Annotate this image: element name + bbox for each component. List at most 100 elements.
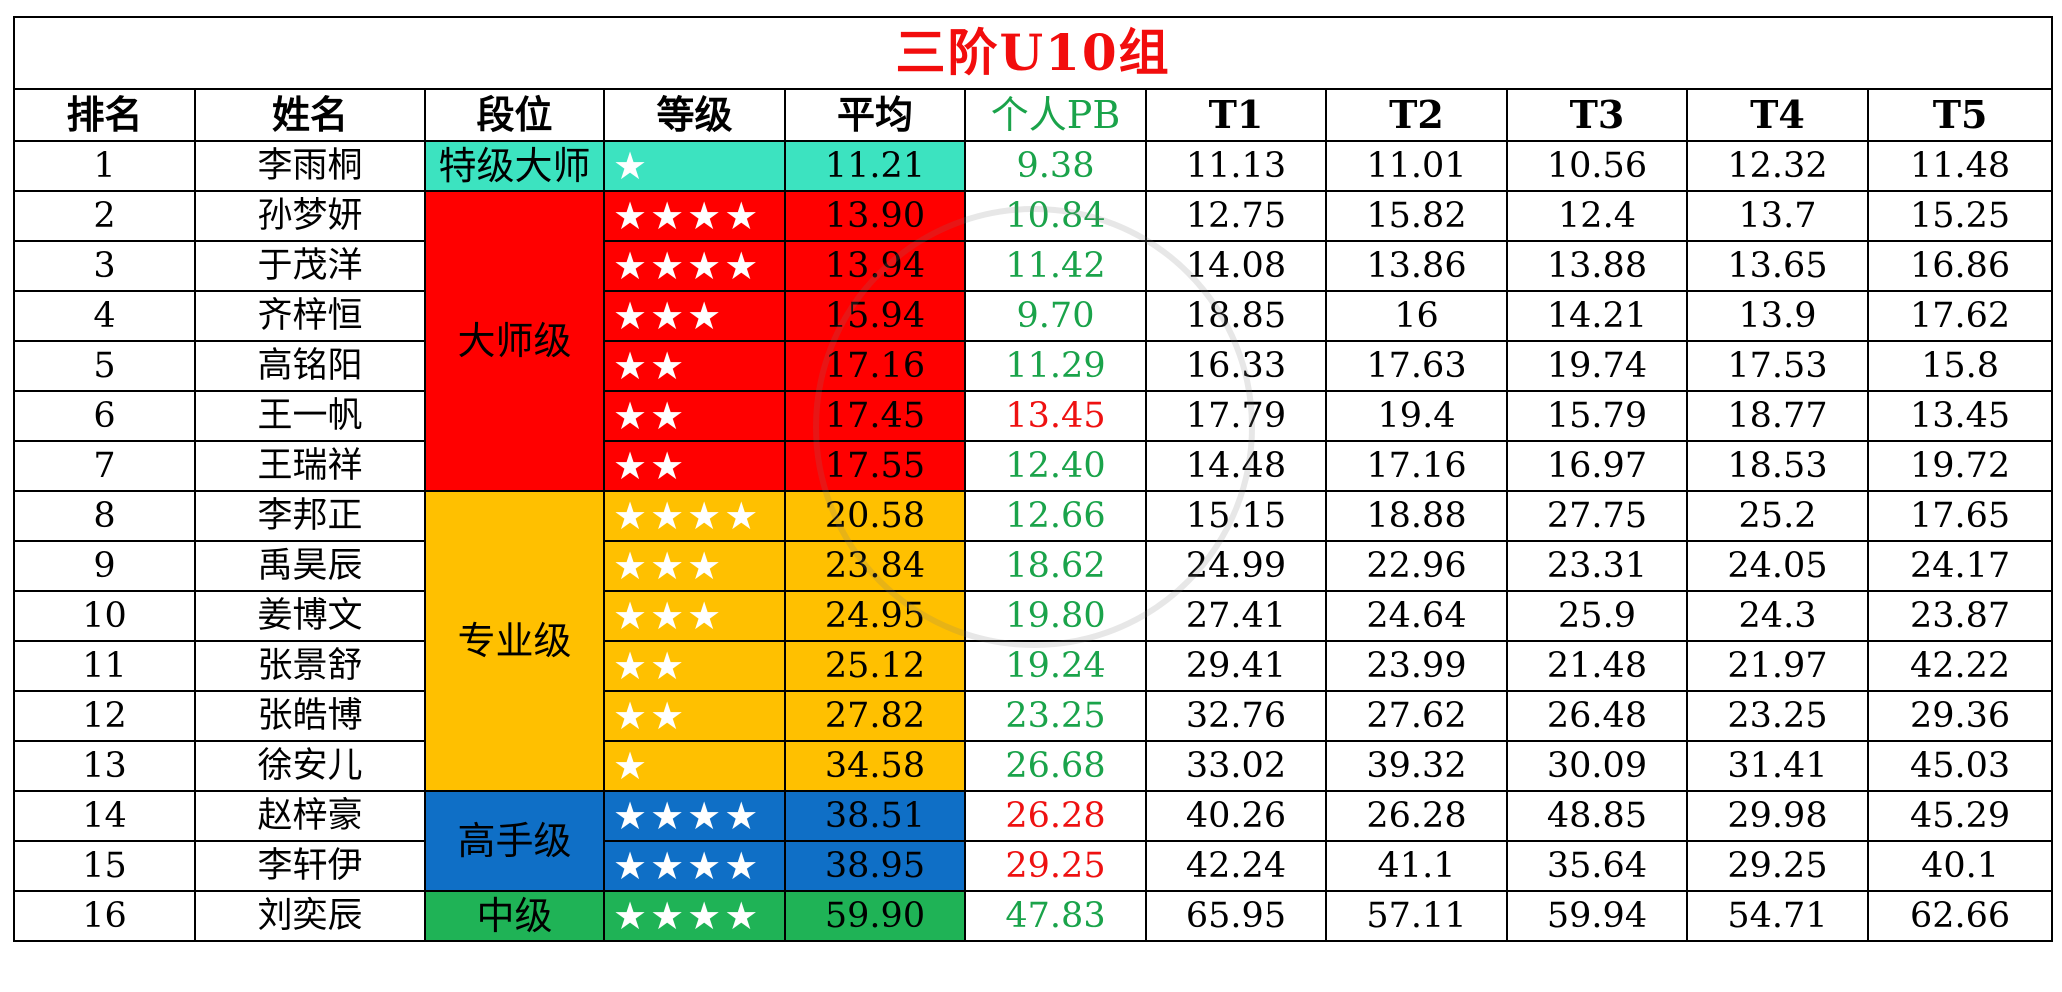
cell-t2[interactable]: 39.32 <box>1325 740 1508 792</box>
cell-t3[interactable]: 15.79 <box>1506 390 1688 442</box>
header-t1[interactable]: T1 <box>1145 88 1327 142</box>
cell-t1[interactable]: 24.99 <box>1145 540 1327 592</box>
cell-name[interactable]: 张景舒 <box>194 640 426 692</box>
cell-t3[interactable]: 10.56 <box>1506 140 1688 192</box>
cell-stars[interactable]: ★ <box>603 740 786 792</box>
cell-stars[interactable]: ★★★★ <box>603 240 786 292</box>
cell-t4[interactable]: 18.53 <box>1686 440 1869 492</box>
cell-stars[interactable]: ★★★★ <box>603 790 786 842</box>
cell-tier[interactable]: 专业级 <box>424 490 605 792</box>
cell-t1[interactable]: 15.15 <box>1145 490 1327 542</box>
cell-t3[interactable]: 23.31 <box>1506 540 1688 592</box>
cell-t1[interactable]: 18.85 <box>1145 290 1327 342</box>
cell-name[interactable]: 刘奕辰 <box>194 890 426 942</box>
cell-rank[interactable]: 7 <box>13 440 196 492</box>
cell-t5[interactable]: 45.03 <box>1866 740 2054 792</box>
cell-t2[interactable]: 26.28 <box>1325 790 1508 842</box>
cell-t4[interactable]: 13.65 <box>1686 240 1869 292</box>
cell-t2[interactable]: 17.63 <box>1325 340 1508 392</box>
cell-t1[interactable]: 65.95 <box>1145 890 1327 942</box>
cell-t3[interactable]: 12.4 <box>1506 190 1688 242</box>
header-t3[interactable]: T3 <box>1506 88 1688 142</box>
cell-average[interactable]: 23.84 <box>784 540 966 592</box>
cell-rank[interactable]: 11 <box>13 640 196 692</box>
cell-rank[interactable]: 1 <box>13 140 196 192</box>
cell-t5[interactable]: 62.66 <box>1866 890 2054 942</box>
cell-average[interactable]: 13.90 <box>784 190 966 242</box>
cell-t5[interactable]: 15.8 <box>1866 340 2054 392</box>
cell-average[interactable]: 38.51 <box>784 790 966 842</box>
cell-t4[interactable]: 54.71 <box>1686 890 1869 942</box>
cell-t3[interactable]: 13.88 <box>1506 240 1688 292</box>
cell-t3[interactable]: 21.48 <box>1506 640 1688 692</box>
cell-personal-pb[interactable]: 23.25 <box>964 690 1147 742</box>
cell-personal-pb[interactable]: 12.40 <box>964 440 1147 492</box>
cell-t2[interactable]: 24.64 <box>1325 590 1508 642</box>
cell-t5[interactable]: 17.65 <box>1866 490 2054 542</box>
cell-t3[interactable]: 25.9 <box>1506 590 1688 642</box>
cell-rank[interactable]: 6 <box>13 390 196 442</box>
cell-t5[interactable]: 15.25 <box>1866 190 2054 242</box>
cell-t4[interactable]: 24.05 <box>1686 540 1869 592</box>
cell-t5[interactable]: 16.86 <box>1866 240 2054 292</box>
cell-name[interactable]: 李邦正 <box>194 490 426 542</box>
cell-t3[interactable]: 26.48 <box>1506 690 1688 742</box>
cell-average[interactable]: 17.16 <box>784 340 966 392</box>
cell-name[interactable]: 孙梦妍 <box>194 190 426 242</box>
cell-personal-pb[interactable]: 26.68 <box>964 740 1147 792</box>
cell-rank[interactable]: 16 <box>13 890 196 942</box>
cell-personal-pb[interactable]: 19.80 <box>964 590 1147 642</box>
cell-t5[interactable]: 42.22 <box>1866 640 2054 692</box>
header-rank[interactable]: 排名 <box>13 88 196 142</box>
cell-name[interactable]: 赵梓豪 <box>194 790 426 842</box>
cell-t5[interactable]: 24.17 <box>1866 540 2054 592</box>
cell-average[interactable]: 24.95 <box>784 590 966 642</box>
cell-stars[interactable]: ★★★★ <box>603 890 786 942</box>
cell-t2[interactable]: 41.1 <box>1325 840 1508 892</box>
cell-name[interactable]: 张皓博 <box>194 690 426 742</box>
cell-t5[interactable]: 23.87 <box>1866 590 2054 642</box>
cell-t1[interactable]: 17.79 <box>1145 390 1327 442</box>
cell-t3[interactable]: 27.75 <box>1506 490 1688 542</box>
cell-t4[interactable]: 29.25 <box>1686 840 1869 892</box>
cell-name[interactable]: 禹昊辰 <box>194 540 426 592</box>
cell-rank[interactable]: 4 <box>13 290 196 342</box>
cell-personal-pb[interactable]: 26.28 <box>964 790 1147 842</box>
cell-name[interactable]: 齐梓恒 <box>194 290 426 342</box>
cell-rank[interactable]: 14 <box>13 790 196 842</box>
cell-t4[interactable]: 23.25 <box>1686 690 1869 742</box>
cell-t2[interactable]: 23.99 <box>1325 640 1508 692</box>
cell-average[interactable]: 38.95 <box>784 840 966 892</box>
cell-rank[interactable]: 2 <box>13 190 196 242</box>
header-average[interactable]: 平均 <box>784 88 966 142</box>
cell-name[interactable]: 李雨桐 <box>194 140 426 192</box>
cell-average[interactable]: 13.94 <box>784 240 966 292</box>
cell-t4[interactable]: 29.98 <box>1686 790 1869 842</box>
cell-t3[interactable]: 14.21 <box>1506 290 1688 342</box>
cell-average[interactable]: 25.12 <box>784 640 966 692</box>
cell-rank[interactable]: 8 <box>13 490 196 542</box>
cell-name[interactable]: 李轩伊 <box>194 840 426 892</box>
cell-personal-pb[interactable]: 19.24 <box>964 640 1147 692</box>
cell-t1[interactable]: 14.48 <box>1145 440 1327 492</box>
cell-t3[interactable]: 59.94 <box>1506 890 1688 942</box>
cell-t2[interactable]: 22.96 <box>1325 540 1508 592</box>
cell-stars[interactable]: ★★★ <box>603 290 786 342</box>
cell-average[interactable]: 20.58 <box>784 490 966 542</box>
cell-stars[interactable]: ★★ <box>603 440 786 492</box>
cell-t2[interactable]: 13.86 <box>1325 240 1508 292</box>
cell-rank[interactable]: 12 <box>13 690 196 742</box>
cell-t1[interactable]: 33.02 <box>1145 740 1327 792</box>
cell-rank[interactable]: 3 <box>13 240 196 292</box>
cell-t1[interactable]: 16.33 <box>1145 340 1327 392</box>
cell-t1[interactable]: 32.76 <box>1145 690 1327 742</box>
cell-stars[interactable]: ★★★★ <box>603 490 786 542</box>
cell-name[interactable]: 高铭阳 <box>194 340 426 392</box>
cell-t1[interactable]: 12.75 <box>1145 190 1327 242</box>
cell-personal-pb[interactable]: 11.42 <box>964 240 1147 292</box>
cell-t1[interactable]: 40.26 <box>1145 790 1327 842</box>
cell-t3[interactable]: 30.09 <box>1506 740 1688 792</box>
cell-personal-pb[interactable]: 13.45 <box>964 390 1147 442</box>
cell-t3[interactable]: 35.64 <box>1506 840 1688 892</box>
cell-stars[interactable]: ★★ <box>603 690 786 742</box>
